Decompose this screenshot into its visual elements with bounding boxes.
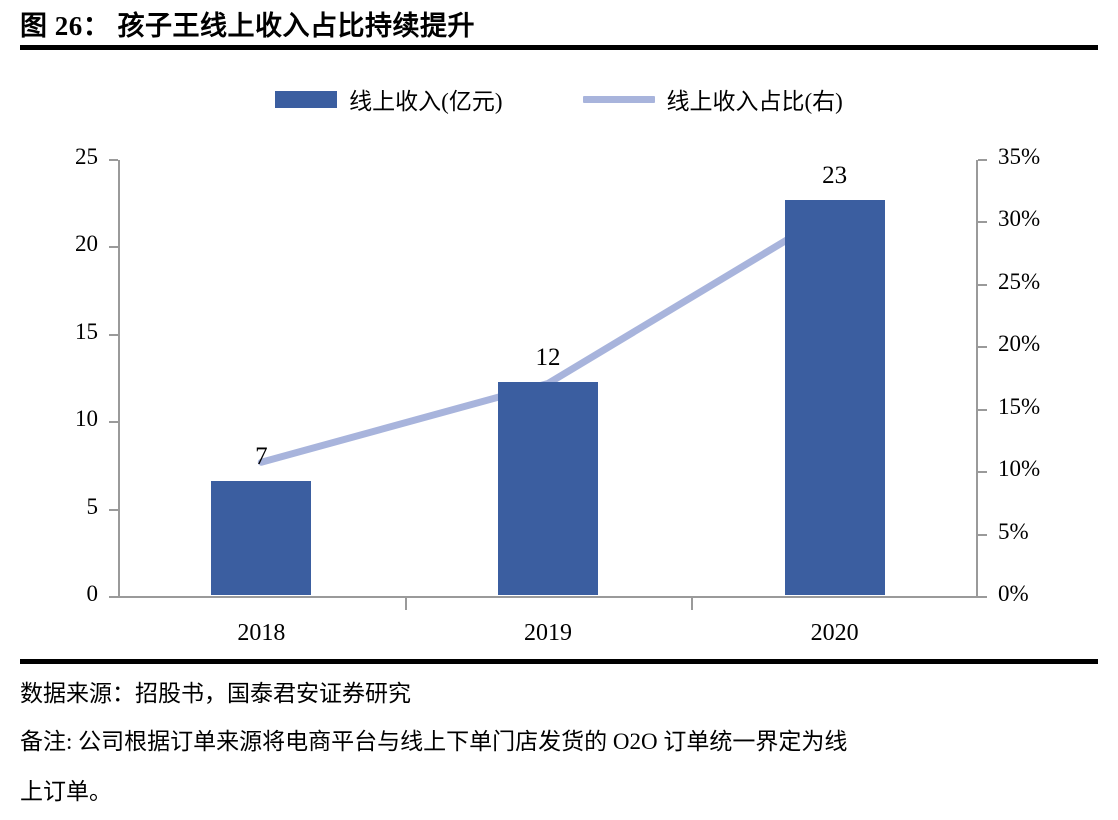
x-axis-tick: [404, 596, 407, 610]
y-axis-left-tick-label: 15: [75, 318, 98, 344]
legend-item-online-share[interactable]: 线上收入占比(右): [582, 82, 843, 116]
y-axis-right-tick-label: 25%: [998, 268, 1041, 294]
y-axis-right-tick: [978, 221, 987, 224]
footer-divider: [20, 659, 1098, 664]
chart-container: 0 5 10 15 20 25 0% 5% 10% 15% 20% 25% 30% 35% 7 2018 12 2…: [0, 130, 1118, 650]
note-text-line-1: 备注: 公司根据订单来源将电商平台与线上下单门店发货的 O2O 订单统一界定为线: [20, 729, 848, 754]
y-axis-left-tick-label: 25: [75, 144, 98, 169]
y-axis-right-tick-label: 35%: [998, 144, 1041, 169]
y-axis-right-tick: [978, 283, 987, 286]
y-axis-right-tick-label: 15%: [998, 393, 1041, 419]
y-axis-left-tick: [109, 596, 118, 598]
y-axis-right-tick: [978, 533, 987, 536]
legend-label-online-share: 线上收入占比(右): [666, 89, 843, 114]
x-axis-line: [118, 596, 980, 598]
y-axis-right-tick-label: 30%: [998, 206, 1041, 232]
y-axis-right-tick-label: 20%: [998, 331, 1041, 357]
bar-2018[interactable]: [211, 481, 312, 595]
title-divider: [20, 45, 1098, 50]
y-axis-left-tick-label: 5: [86, 493, 99, 519]
y-axis-left-tick: [109, 246, 118, 249]
y-axis-left-tick-label: 20: [75, 231, 98, 257]
y-axis-right-tick: [978, 159, 987, 161]
y-axis-left-tick: [109, 421, 118, 424]
y-axis-right-tick: [978, 346, 987, 349]
y-axis-right-tick: [978, 408, 987, 411]
x-axis-tick: [691, 596, 694, 610]
y-axis-left-line: [118, 160, 120, 598]
legend-bar-swatch-icon: [275, 90, 338, 108]
y-axis-left-tick-label: 0: [86, 581, 99, 606]
x-axis-label-2020: 2020: [810, 620, 859, 646]
y-axis-right-line: [976, 160, 978, 598]
note-text-line-2: 上订单。: [20, 779, 112, 804]
x-axis-label-2018: 2018: [237, 620, 286, 646]
figure-header: 图 26： 孩子王线上收入占比持续提升: [0, 0, 1118, 50]
bar-2019[interactable]: [498, 381, 598, 595]
y-axis-left-tick: [109, 508, 118, 511]
bar-2020[interactable]: [784, 199, 885, 595]
bar-value-label-2020: 23: [822, 161, 848, 189]
y-axis-left-tick-label: 10: [75, 406, 98, 432]
y-axis-right-tick-label: 0%: [998, 581, 1029, 606]
bar-value-label-2019: 12: [535, 343, 561, 371]
source-text: 数据来源：招股书，国泰君安证券研究: [20, 681, 411, 706]
page-title: 图 26： 孩子王线上收入占比持续提升: [20, 11, 475, 41]
plot-area: 0 5 10 15 20 25 0% 5% 10% 15% 20% 25% 30% 35% 7 2018 12 2…: [75, 144, 1040, 646]
chart-legend: 线上收入(亿元) 线上收入占比(右): [0, 80, 1118, 118]
legend-label-online-revenue: 线上收入(亿元): [349, 89, 503, 114]
y-axis-right-tick-label: 10%: [998, 456, 1041, 482]
y-axis-right-tick: [978, 471, 987, 474]
y-axis-right-tick-label: 5%: [998, 518, 1029, 544]
y-axis-left-tick: [109, 159, 118, 161]
y-axis-right-tick: [978, 596, 987, 598]
x-axis-label-2019: 2019: [524, 620, 572, 646]
y-axis-left-tick: [109, 333, 118, 336]
legend-line-swatch-icon: [582, 95, 655, 103]
legend-item-online-revenue[interactable]: 线上收入(亿元): [275, 82, 503, 116]
bar-value-label-2018: 7: [255, 443, 268, 471]
